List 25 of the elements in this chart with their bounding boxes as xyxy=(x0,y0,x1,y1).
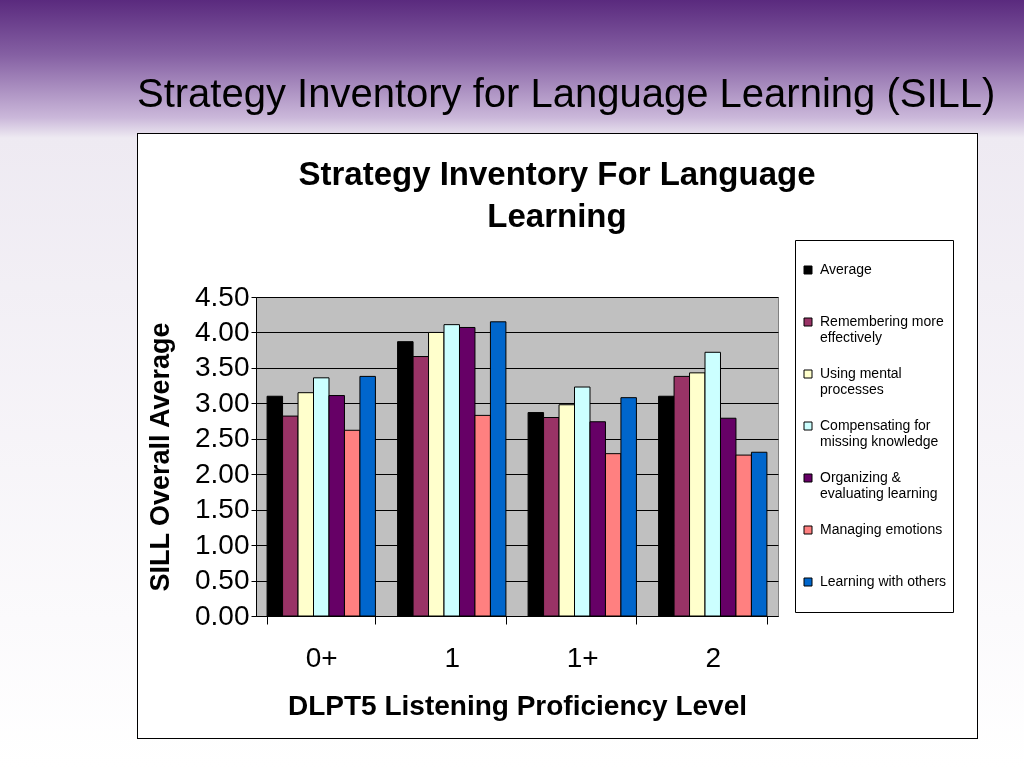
x-tick-label: 0+ xyxy=(305,641,338,673)
y-tick-label: 1.00 xyxy=(195,528,250,560)
y-tick-label: 4.50 xyxy=(195,280,250,312)
x-tick-label: 1+ xyxy=(566,641,599,673)
y-tick-label: 2.00 xyxy=(195,457,250,489)
legend-label: Managing emotions xyxy=(820,521,943,537)
legend-label: Organizing & evaluating learning xyxy=(820,469,938,501)
legend-label: Average xyxy=(820,261,873,277)
legend-label: Learning with others xyxy=(820,573,947,589)
y-axis-title: SILL Overall Average xyxy=(145,322,175,592)
y-tick-label: 4.00 xyxy=(195,315,250,347)
legend-label: Compensating for missing knowledge xyxy=(820,417,939,449)
y-tick-label: 3.00 xyxy=(195,386,250,418)
chart-title: Strategy Inventory for Language Learning (SILL) xyxy=(137,70,996,117)
y-tick-label: 0.50 xyxy=(195,564,250,596)
x-axis-title: DLPT5 Listening Proficiency Level xyxy=(287,689,748,721)
y-tick-label: 3.50 xyxy=(195,351,250,383)
chart-subtitle: Strategy Inventory For Language Learning xyxy=(298,154,816,234)
legend-label: Remembering more effectively xyxy=(820,313,944,345)
x-tick-label: 2 xyxy=(705,641,722,673)
y-tick-label: 0.00 xyxy=(195,599,250,631)
x-tick-label: 1 xyxy=(444,641,461,673)
legend-label: Using mental processes xyxy=(820,365,902,397)
y-tick-label: 2.50 xyxy=(195,422,250,454)
y-tick-label: 1.50 xyxy=(195,493,250,525)
